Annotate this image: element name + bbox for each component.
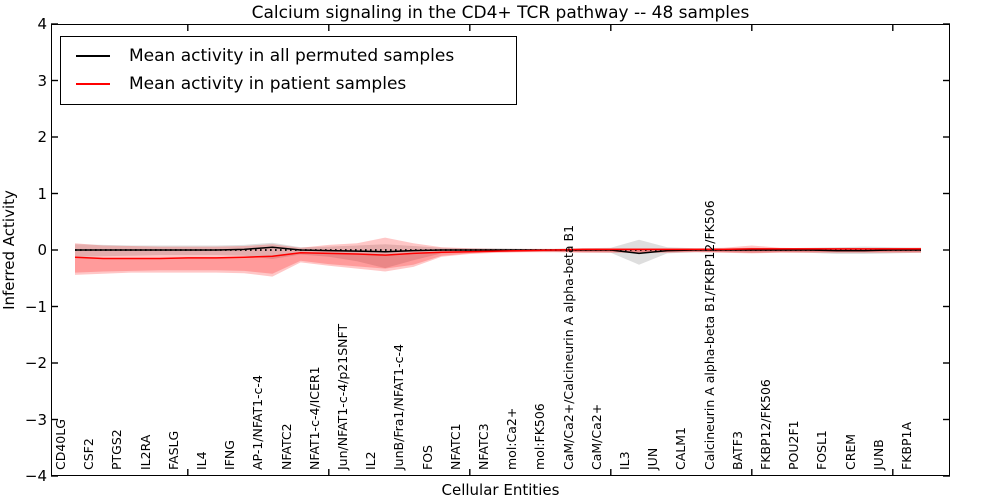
legend: Mean activity in all permuted samples Mea…	[60, 36, 517, 105]
x-tick-label: NFAT1-c-4/ICER1	[306, 366, 322, 470]
y-tick-label: 0	[37, 241, 47, 259]
x-tick-label: BATF3	[729, 431, 745, 470]
y-tick-label: −3	[24, 410, 47, 429]
x-tick-label: IL2	[363, 451, 379, 470]
x-tick-label: FKBP12/FK506	[758, 379, 773, 470]
x-tick-label: PTGS2	[109, 429, 125, 470]
y-tick-label: −1	[24, 297, 47, 316]
x-tick-label: JunB/Fra1/NFAT1-c-4	[391, 344, 407, 470]
x-tick-label: mol:Ca2+	[504, 407, 520, 470]
x-tick-label: IL3	[617, 451, 632, 470]
x-tick-label: AP-1/NFAT1-c-4	[250, 375, 266, 470]
patient-range-band-outer	[75, 237, 921, 277]
y-tick-label: 2	[37, 128, 47, 146]
x-tick-label: NFATC1	[447, 423, 463, 470]
x-tick-label: JUN	[645, 447, 661, 470]
legend-line-icon	[76, 83, 110, 85]
x-tick-label: NFATC2	[278, 423, 294, 470]
x-tick-label: NFATC3	[476, 423, 491, 470]
legend-item-label: Mean activity in all permuted samples	[129, 46, 455, 66]
x-tick-label: Jun/NFAT1-c-4/p21SNFT	[335, 323, 350, 470]
x-tick-label: FOSL1	[814, 430, 830, 470]
x-tick-label: CaM/Ca2+/Calcineurin A alpha-beta B1	[560, 224, 576, 470]
y-tick-label: −4	[24, 467, 47, 485]
x-tick-label: IL4	[194, 451, 209, 470]
y-tick-label: 1	[37, 184, 47, 203]
x-tick-label: IFNG	[222, 440, 238, 470]
x-tick-label: POU2F1	[786, 420, 802, 470]
mean-activity-patient	[74, 248, 921, 260]
x-tick-label: Calcineurin A alpha-beta B1/FKBP12/FK506	[701, 200, 717, 470]
x-tick-label: FOS	[419, 445, 435, 470]
x-tick-label: JUNB	[870, 439, 886, 470]
x-tick-label: CALM1	[673, 427, 689, 470]
y-tick-label: 4	[37, 15, 47, 33]
x-tick-label: IL2RA	[137, 434, 153, 470]
x-tick-label: CaM/Ca2+	[588, 403, 604, 470]
permuted-range-band	[75, 239, 921, 269]
legend-item: Mean activity in all permuted samples	[61, 42, 516, 70]
mean-activity-permuted	[75, 246, 921, 255]
x-tick-label: FKBP1A	[899, 421, 914, 470]
legend-item-label: Mean activity in patient samples	[129, 74, 407, 94]
x-tick-label: FASLG	[165, 430, 181, 470]
legend-line-icon	[76, 55, 110, 57]
x-tick-label: CSF2	[81, 438, 97, 470]
y-tick-label: 3	[37, 71, 47, 90]
chart-title: Calcium signaling in the CD4+ TCR pathwa…	[251, 3, 750, 23]
x-tick-label: mol:FK506	[532, 403, 548, 470]
x-tick-label: CREM	[842, 433, 858, 470]
legend-item: Mean activity in patient samples	[61, 70, 516, 98]
x-axis-label: Cellular Entities	[441, 481, 560, 499]
y-tick-label: −2	[24, 354, 47, 372]
x-tick-label: CD40LG	[53, 419, 68, 470]
